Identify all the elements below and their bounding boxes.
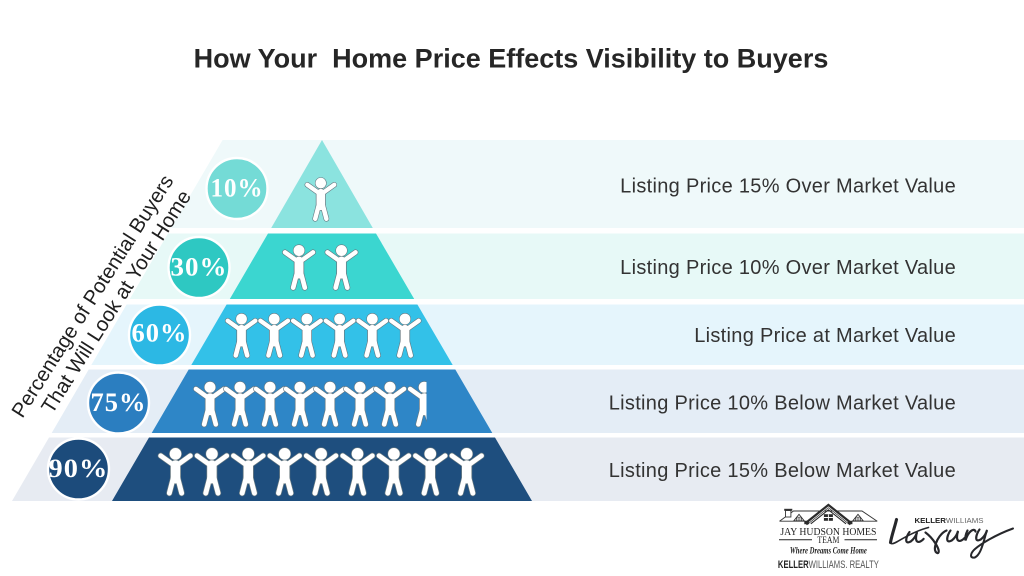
svg-text:60%: 60%	[132, 319, 188, 348]
svg-text:TEAM: TEAM	[817, 535, 839, 545]
svg-text:10%: 10%	[211, 174, 264, 203]
svg-text:Listing Price 15% Below Market: Listing Price 15% Below Market Value	[609, 460, 956, 482]
svg-text:Listing Price at Market Value: Listing Price at Market Value	[694, 325, 956, 347]
svg-text:Where Dreams Come Home: Where Dreams Come Home	[790, 547, 868, 557]
svg-text:30%: 30%	[171, 253, 228, 282]
svg-text:JAY HUDSON HOMES: JAY HUDSON HOMES	[780, 526, 876, 538]
svg-text:KELLERWILLIAMS. REALTY: KELLERWILLIAMS. REALTY	[778, 559, 879, 571]
svg-text:Listing Price 10% Over Market: Listing Price 10% Over Market Value	[620, 257, 956, 279]
svg-text:Listing Price 15% Over Market: Listing Price 15% Over Market Value	[620, 176, 956, 198]
svg-text:Listing Price 10% Below Market: Listing Price 10% Below Market Value	[609, 393, 956, 415]
svg-text:KELLERWILLIAMS: KELLER WILLIAMS	[915, 518, 984, 525]
svg-text:How Your Home Price Effects V: How Your Home Price Effects Visibility t…	[194, 44, 829, 74]
svg-text:90%: 90%	[49, 454, 109, 483]
svg-text:75%: 75%	[91, 388, 147, 417]
